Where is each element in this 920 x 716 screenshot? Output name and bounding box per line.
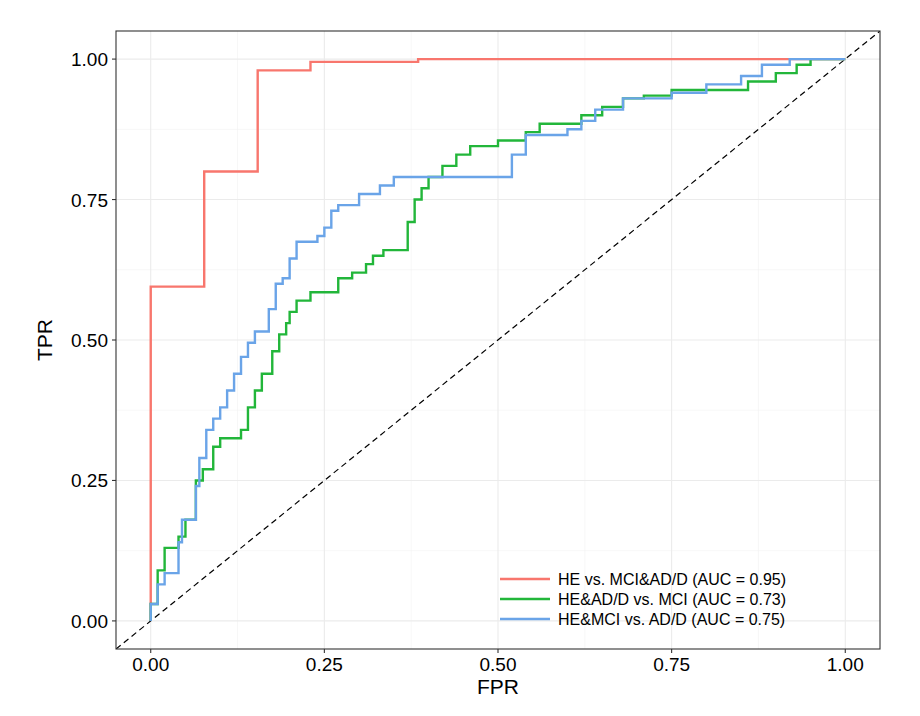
- data-area: [116, 31, 880, 649]
- tick-label: 0.75: [653, 654, 690, 675]
- axes: 0.00 0.25 0.50 0.75 1.00 0.00 0.25 0.50 0.75 1.00: [71, 49, 864, 675]
- tick-label: 0.25: [306, 654, 343, 675]
- roc-line: [151, 59, 846, 621]
- tick-label: 0.50: [480, 654, 517, 675]
- tick-mark: [112, 339, 116, 340]
- x-axis-label: FPR: [477, 675, 519, 698]
- tick-mark: [671, 649, 672, 653]
- tick-label: 0.50: [71, 330, 108, 351]
- tick-mark: [845, 649, 846, 653]
- reference-line: [116, 31, 880, 649]
- legend-label: HE&MCI vs. AD/D (AUC = 0.75): [558, 611, 785, 628]
- grid: [116, 31, 880, 649]
- grid-line: [116, 199, 880, 200]
- roc-line: [151, 59, 846, 621]
- tick-label: 0.00: [132, 654, 169, 675]
- grid-line: [116, 480, 880, 481]
- legend-label: HE vs. MCI&AD/D (AUC = 0.95): [558, 571, 786, 588]
- legend: HE vs. MCI&AD/D (AUC = 0.95) HE&AD/D vs. …: [500, 571, 786, 628]
- tick-mark: [112, 199, 116, 200]
- tick-label: 0.00: [71, 611, 108, 632]
- tick-mark: [112, 480, 116, 481]
- tick-mark: [324, 649, 325, 653]
- legend-key: [500, 598, 550, 600]
- tick-mark: [497, 649, 498, 653]
- tick-mark: [112, 620, 116, 621]
- tick-mark: [112, 59, 116, 60]
- plot-frame: [116, 31, 880, 649]
- y-axis-label: TPR: [33, 319, 56, 361]
- tick-label: 1.00: [71, 49, 108, 70]
- plot-background: [116, 31, 880, 649]
- roc-line: [151, 59, 846, 621]
- legend-key: [500, 578, 550, 580]
- chart: 0.00 0.25 0.50 0.75 1.00 0.00 0.25 0.50 0.75 1.00…: [0, 0, 920, 716]
- legend-key: [500, 618, 550, 620]
- tick-mark: [150, 649, 151, 653]
- tick-label: 0.25: [71, 470, 108, 491]
- tick-label: 1.00: [827, 654, 864, 675]
- tick-label: 0.75: [71, 190, 108, 211]
- legend-label: HE&AD/D vs. MCI (AUC = 0.73): [558, 591, 786, 608]
